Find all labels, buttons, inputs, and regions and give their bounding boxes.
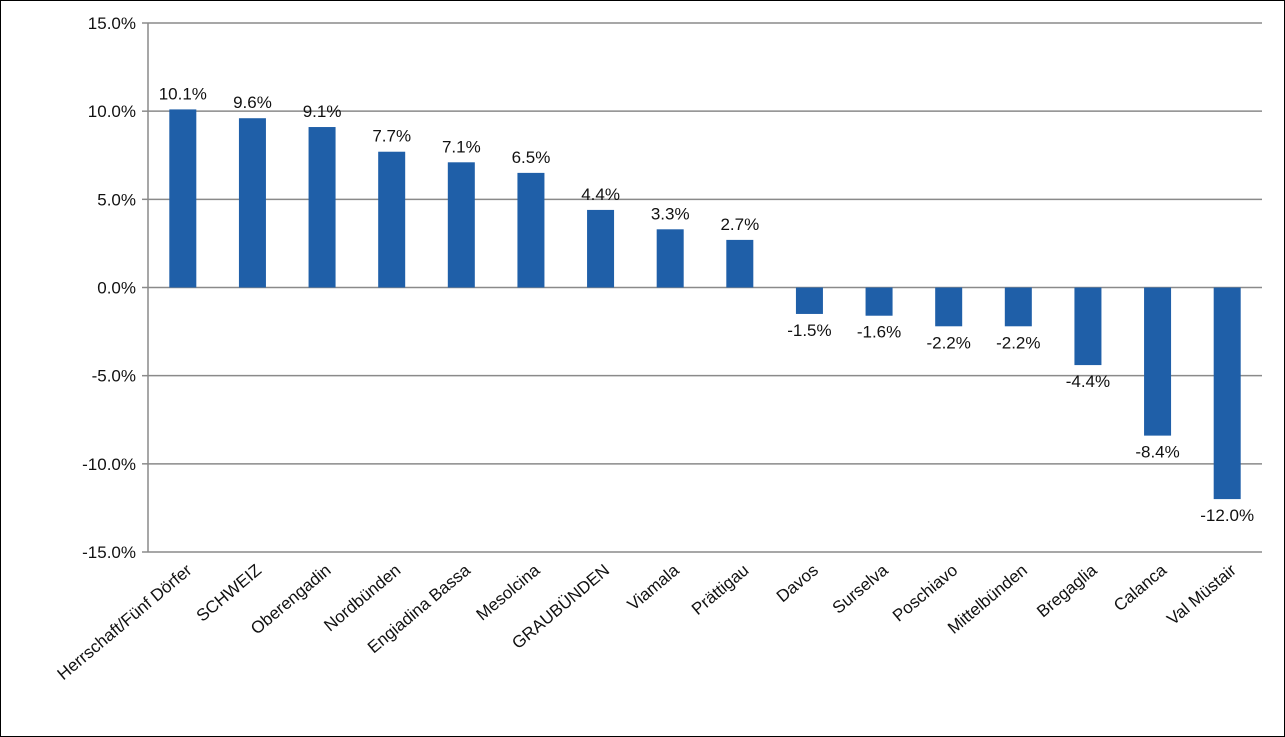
x-tick-label: Poschiavo [889,561,961,626]
x-tick-label: SCHWEIZ [193,561,265,626]
x-tick-label: Davos [773,561,822,607]
bar [447,162,475,288]
data-label: 3.3% [651,204,690,223]
bar [726,239,754,288]
bar [1004,287,1032,327]
data-label: 9.6% [233,93,272,112]
data-label: 2.7% [720,215,759,234]
bar [1074,287,1102,366]
data-label: -1.6% [857,323,901,342]
bar [935,287,963,327]
data-label: 4.4% [581,185,620,204]
y-tick-label: -10.0% [82,455,136,474]
bar [865,287,893,316]
data-label: 6.5% [512,148,551,167]
x-tick-label: Mesolcina [473,560,544,624]
y-tick-label: 0.0% [97,279,136,298]
data-label: 7.7% [372,127,411,146]
data-label: -12.0% [1200,506,1254,525]
y-tick-label: 10.0% [88,102,136,121]
x-axis-tick-labels: Herrschaft/Fünf DörferSCHWEIZOberengadin… [54,560,1240,684]
y-axis-tick-labels: 15.0% 10.0% 5.0% 0.0% -5.0% -10.0% -15.0% [82,14,136,562]
bar [1144,287,1172,436]
x-tick-label: Viamala [624,560,683,614]
bar [795,287,823,314]
bar [517,172,545,288]
bar [378,151,406,288]
data-label: -1.5% [787,321,831,340]
bar [656,229,684,288]
bar [169,109,197,288]
bar [587,209,615,288]
data-label: -2.2% [996,333,1040,352]
data-label: 7.1% [442,137,481,156]
y-tick-label: -5.0% [92,367,136,386]
data-label: -8.4% [1135,443,1179,462]
x-tick-label: Surselva [829,560,892,617]
data-label: -4.4% [1066,372,1110,391]
y-tick-label: 5.0% [97,190,136,209]
y-tick-label: 15.0% [88,14,136,33]
y-tick-label: -15.0% [82,543,136,562]
bars [169,109,1241,500]
x-tick-label: Val Müstair [1163,560,1240,629]
x-tick-label: Bregaglia [1033,560,1101,621]
x-tick-label: Calanca [1110,560,1170,615]
x-tick-label: Herrschaft/Fünf Dörfer [54,560,196,683]
bar [308,127,336,288]
data-label: -2.2% [926,333,970,352]
bar [1213,287,1241,500]
data-label: 9.1% [303,102,342,121]
data-label: 10.1% [159,84,207,103]
bar [238,118,266,288]
data-labels: 10.1% 9.6% 9.1% 7.7% 7.1% 6.5% 4.4% 3.3% 2.7% -1.… [159,84,1254,525]
x-tick-label: Prättigau [688,561,752,619]
